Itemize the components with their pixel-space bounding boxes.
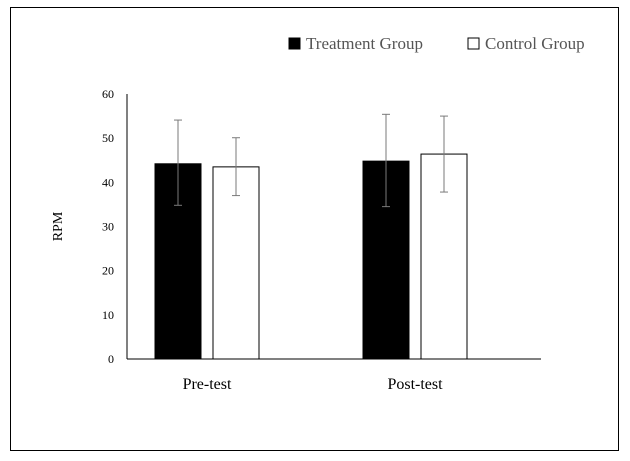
bar-chart: 0 10 20 30 40 50 60 Pre-test Post-test Treatment… bbox=[51, 34, 585, 393]
legend-label-control: Control Group bbox=[485, 34, 585, 53]
legend: Treatment Group Control Group bbox=[288, 34, 585, 53]
bars bbox=[154, 153, 468, 360]
error-bar bbox=[382, 113, 390, 208]
error-bars bbox=[174, 113, 448, 208]
y-tick-label: 40 bbox=[102, 175, 114, 189]
legend-swatch-control bbox=[467, 37, 480, 50]
y-tick-label: 0 bbox=[108, 352, 114, 366]
y-tick-label: 30 bbox=[102, 220, 114, 234]
chart-frame: 0 10 20 30 40 50 60 Pre-test Post-test Treatment… bbox=[10, 7, 619, 451]
legend-label-treatment: Treatment Group bbox=[306, 34, 423, 53]
error-bar bbox=[174, 119, 182, 206]
legend-swatch-treatment bbox=[288, 37, 301, 50]
tick-labels: 0 10 20 30 40 50 60 Pre-test Post-test bbox=[102, 87, 443, 393]
y-tick-label: 20 bbox=[102, 264, 114, 278]
y-tick-label: 10 bbox=[102, 308, 114, 322]
y-tick-label: 60 bbox=[102, 87, 114, 101]
error-bar bbox=[440, 115, 448, 193]
y-axis-title: RPM bbox=[51, 211, 66, 241]
error-bar bbox=[232, 137, 240, 197]
y-tick-label: 50 bbox=[102, 131, 114, 145]
x-category-label: Post-test bbox=[387, 376, 443, 393]
x-category-label: Pre-test bbox=[183, 376, 232, 393]
